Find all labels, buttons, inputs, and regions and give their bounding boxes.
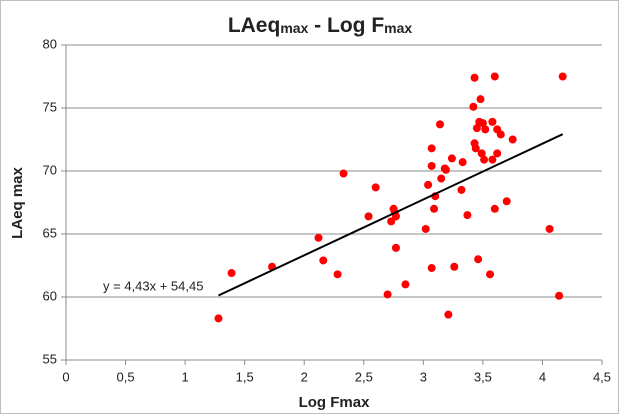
point [476,95,485,104]
point [478,119,487,128]
point [383,290,392,299]
title-sub: max [280,20,308,36]
point [555,291,564,300]
point [436,120,445,129]
trendline-label: y = 4,43x + 54,45 [103,278,203,293]
x-tick-label: 3,5 [474,369,492,384]
point [427,161,436,170]
point [371,183,380,192]
point [427,144,436,153]
chart-title: LAeqmax - Log Fmax [228,14,413,37]
title-part: - Log F [308,14,384,37]
x-tick-label: 4,5 [593,369,611,384]
point [447,154,456,163]
point [444,310,453,319]
point [502,197,511,206]
point [437,174,446,183]
point [424,180,433,189]
point [450,262,459,271]
y-tick-label: 70 [43,162,57,177]
y-tick-label: 75 [43,99,57,114]
point [488,155,497,164]
x-axis-label: Log Fmax [299,394,370,411]
y-tick-label: 60 [43,288,57,303]
point [364,212,373,221]
point [339,169,348,178]
point [391,212,400,221]
point [391,243,400,252]
point [545,224,554,233]
point [319,256,328,265]
point [486,270,495,279]
point [458,158,467,167]
x-tick-label: 4 [539,369,546,384]
point [481,125,490,134]
point [463,211,472,220]
point [471,144,480,153]
point [214,314,223,323]
point [427,264,436,273]
point [477,149,486,158]
title-sub: max [384,20,412,36]
point [227,269,236,278]
title-part: LAeq [228,14,281,37]
point [490,72,499,81]
point [387,217,396,226]
point [421,224,430,233]
trendline [218,133,564,297]
x-tick-label: 1,5 [236,369,254,384]
x-tick-label: 0,5 [117,369,135,384]
x-tick-label: 1 [181,369,188,384]
x-tick-label: 2 [301,369,308,384]
point [441,165,450,174]
point [430,204,439,213]
x-tick-label: 2,5 [355,369,373,384]
point [480,155,489,164]
point [490,204,499,213]
point [401,280,410,289]
point [469,102,478,111]
point [470,73,479,82]
point [472,124,481,133]
x-tick-label: 0 [62,369,69,384]
point [314,233,323,242]
point [333,270,342,279]
point [493,149,502,158]
x-tick-label: 3 [420,369,427,384]
point [488,117,497,126]
point [457,185,466,194]
point [558,72,567,81]
y-axis-label: LAeq max [9,167,26,239]
point [474,255,483,264]
y-tick-label: 65 [43,225,57,240]
point [508,135,517,144]
y-tick-label: 80 [43,36,57,51]
y-tick-label: 55 [43,351,57,366]
point [496,130,505,139]
